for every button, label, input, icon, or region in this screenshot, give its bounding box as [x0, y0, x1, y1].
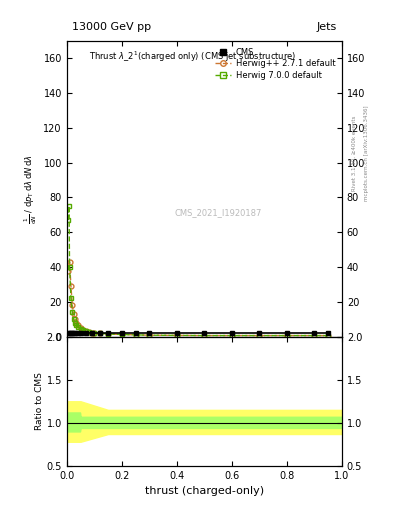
Text: Jets: Jets: [316, 22, 336, 32]
Text: Thrust $\lambda\_2^1$(charged only) (CMS jet substructure): Thrust $\lambda\_2^1$(charged only) (CMS…: [89, 50, 296, 64]
Text: Rivet 3.1.10, ≥400k events: Rivet 3.1.10, ≥400k events: [352, 116, 357, 191]
X-axis label: thrust (charged-only): thrust (charged-only): [145, 486, 264, 496]
Text: 13000 GeV pp: 13000 GeV pp: [72, 22, 151, 32]
Text: CMS_2021_I1920187: CMS_2021_I1920187: [174, 208, 262, 217]
Legend: CMS, Herwig++ 2.7.1 default, Herwig 7.0.0 default: CMS, Herwig++ 2.7.1 default, Herwig 7.0.…: [212, 45, 338, 82]
Y-axis label: Ratio to CMS: Ratio to CMS: [35, 372, 44, 430]
Text: mcplots.cern.ch [arXiv:1306.3436]: mcplots.cern.ch [arXiv:1306.3436]: [364, 106, 369, 201]
Y-axis label: $\frac{1}{\mathrm{d}N}$ / $\mathrm{d}p_\mathrm{T}\,\mathrm{d}\lambda\;\mathrm{d}: $\frac{1}{\mathrm{d}N}$ / $\mathrm{d}p_\…: [23, 154, 39, 224]
